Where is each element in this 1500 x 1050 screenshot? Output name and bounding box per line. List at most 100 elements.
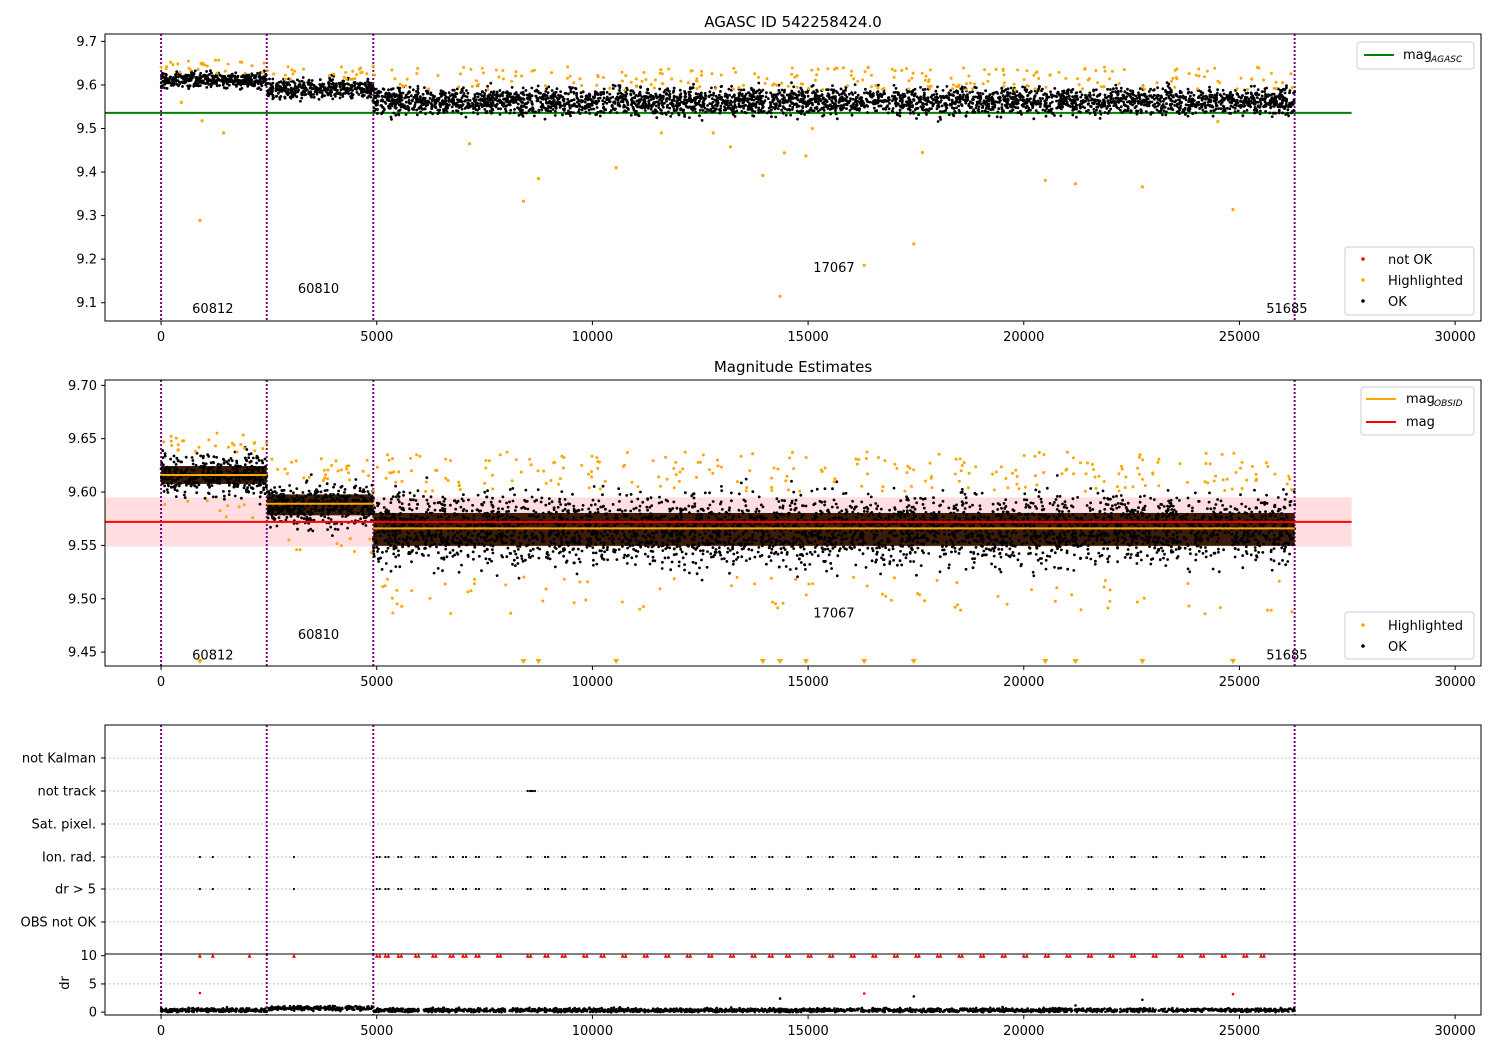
ok-point	[757, 81, 761, 85]
ok-point	[244, 79, 248, 83]
highlighted-outlier	[536, 177, 541, 181]
ok-point	[415, 113, 419, 117]
ok-point	[1272, 92, 1276, 96]
ok-point	[967, 104, 971, 107]
ok-point	[260, 84, 264, 88]
ok-point	[863, 105, 866, 109]
ok-point	[750, 97, 753, 100]
ok-point	[885, 99, 888, 103]
ok-point	[770, 108, 773, 112]
ok-point	[562, 99, 566, 103]
highlighted-point	[863, 70, 867, 74]
ok-point	[160, 86, 163, 90]
ok-point	[1201, 95, 1205, 98]
highlighted-point	[845, 84, 849, 88]
ok-point	[1249, 84, 1253, 88]
ok-point	[236, 483, 240, 487]
ok-point	[1126, 105, 1129, 108]
ok-point	[510, 86, 514, 89]
ok-point	[797, 93, 800, 97]
ok-point	[1278, 97, 1282, 101]
ok-point	[1103, 93, 1107, 97]
ok-point	[1044, 114, 1048, 118]
highlighted-outlier	[1216, 119, 1220, 124]
ok-point	[161, 71, 164, 75]
ok-point	[816, 95, 820, 98]
ok-point	[1226, 96, 1230, 100]
ok-point	[170, 78, 174, 82]
ok-point	[832, 104, 836, 108]
ok-point	[601, 102, 605, 106]
ok-point	[187, 85, 191, 89]
ok-point	[1210, 93, 1214, 97]
highlighted-point	[866, 66, 870, 70]
ok-point	[1152, 88, 1155, 92]
highlighted-outlier	[198, 218, 202, 222]
ok-point	[489, 81, 493, 85]
ok-point	[228, 77, 232, 81]
ok-point	[1006, 87, 1010, 91]
highlighted-point	[1083, 67, 1087, 70]
ok-point	[696, 92, 700, 96]
highlighted-point	[1117, 82, 1121, 86]
highlighted-point	[986, 79, 990, 83]
ok-point	[414, 93, 417, 97]
ok-point	[426, 103, 429, 107]
ok-point	[564, 112, 568, 115]
ok-point	[1263, 90, 1267, 93]
ok-point	[1106, 87, 1109, 91]
ok-point	[957, 104, 961, 108]
x-tick-label: 30000	[1434, 330, 1475, 345]
ok-point	[788, 94, 792, 97]
ok-point	[341, 84, 345, 88]
ok-point	[703, 106, 707, 110]
ok-point	[1093, 98, 1097, 101]
ok-point	[865, 99, 869, 102]
ok-point	[1155, 95, 1159, 99]
ok-point	[491, 96, 495, 99]
ok-point	[868, 90, 872, 93]
ok-point	[452, 88, 456, 92]
ok-point	[258, 80, 262, 83]
ok-point	[635, 99, 639, 103]
ok-point	[657, 102, 661, 105]
ok-point	[630, 103, 633, 107]
highlighted-point	[927, 78, 931, 82]
highlighted-point	[476, 82, 480, 86]
ok-point	[533, 114, 536, 118]
ok-point	[1025, 97, 1029, 101]
legend-marker	[1361, 278, 1365, 282]
ok-point	[1283, 106, 1287, 109]
ok-point	[474, 108, 478, 111]
ok-point	[1243, 95, 1247, 99]
legend-label: Highlighted	[1388, 274, 1463, 289]
ok-point	[408, 85, 412, 89]
ok-point	[1236, 92, 1240, 96]
ok-point	[936, 120, 940, 123]
ok-point	[766, 97, 770, 100]
ok-point	[520, 104, 523, 107]
ok-point	[1218, 93, 1222, 97]
ok-point	[1023, 88, 1027, 92]
ok-point	[583, 107, 587, 111]
legend-label: not OK	[1388, 253, 1433, 268]
ok-point	[278, 87, 281, 91]
ok-point	[1225, 93, 1229, 97]
ok-point	[331, 78, 334, 81]
ok-point	[525, 111, 529, 115]
ok-point	[856, 93, 860, 97]
highlighted-point	[1057, 70, 1061, 74]
ok-point	[659, 111, 663, 115]
ok-point	[621, 97, 624, 101]
ok-point	[1272, 97, 1276, 101]
ok-point	[776, 92, 780, 96]
highlighted-point	[405, 77, 409, 81]
ok-point	[1170, 107, 1173, 110]
ok-point	[665, 92, 668, 95]
highlighted-point	[835, 66, 839, 70]
ok-point	[381, 106, 385, 109]
highlighted-point	[1022, 78, 1026, 82]
ok-point	[397, 97, 401, 100]
ok-point	[366, 77, 370, 81]
ok-point	[268, 77, 271, 81]
